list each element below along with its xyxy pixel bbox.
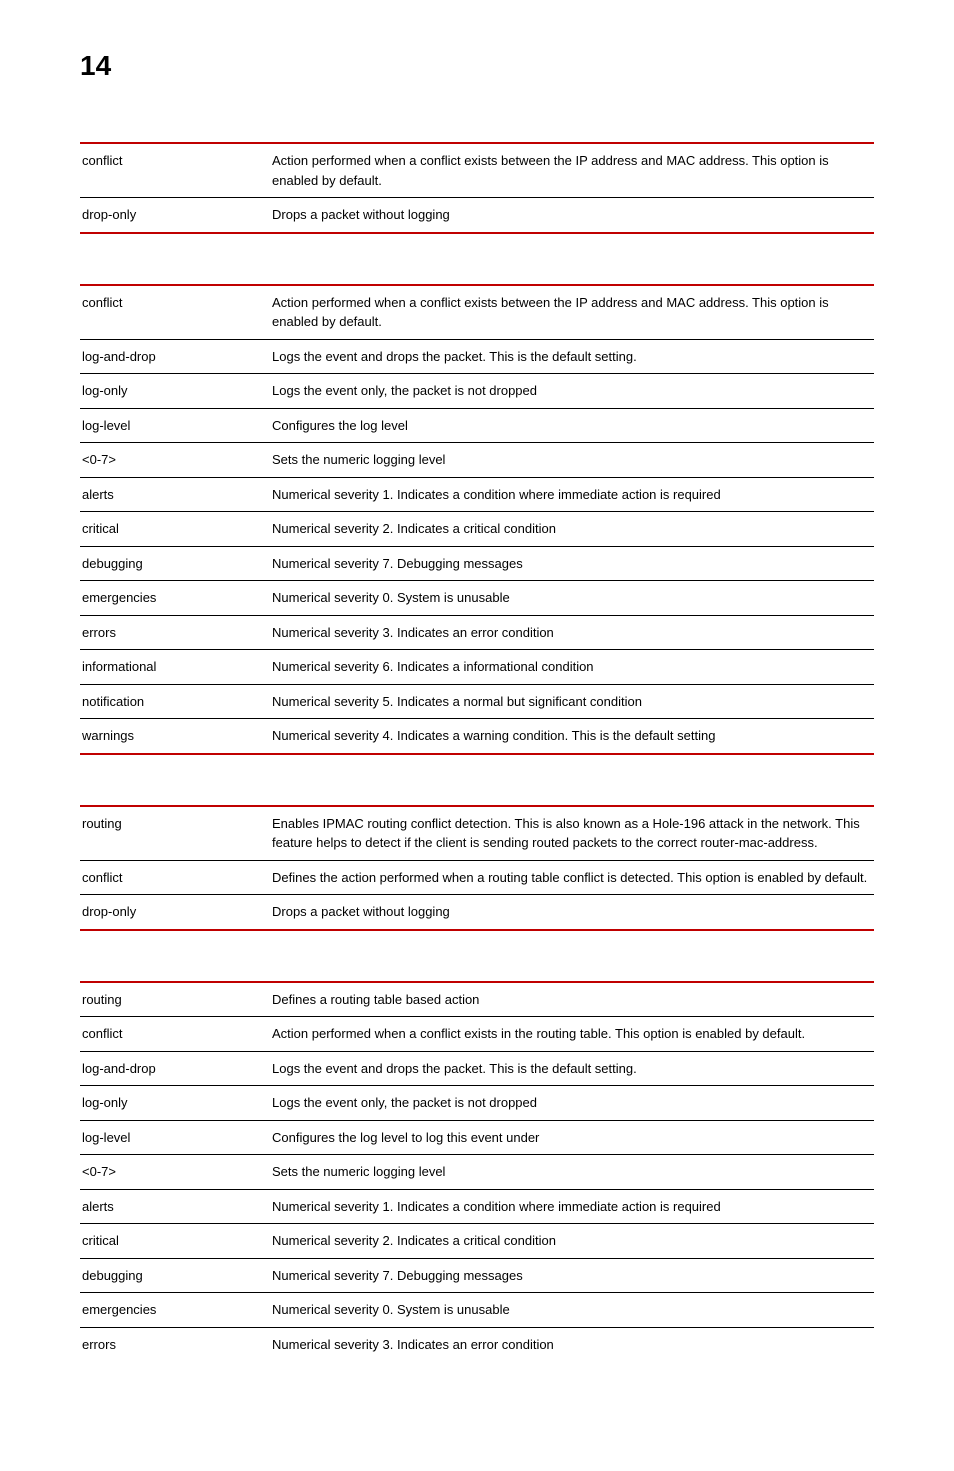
description-cell: Drops a packet without logging <box>270 198 874 233</box>
description-cell: Defines a routing table based action <box>270 982 874 1017</box>
table-row: log-onlyLogs the event only, the packet … <box>80 1086 874 1121</box>
table-row: log-levelConfigures the log level <box>80 408 874 443</box>
term-cell: warnings <box>80 719 270 754</box>
term-cell: <0-7> <box>80 443 270 478</box>
term-cell: alerts <box>80 477 270 512</box>
description-cell: Action performed when a conflict exists … <box>270 143 874 198</box>
description-cell: Numerical severity 2. Indicates a critic… <box>270 1224 874 1259</box>
term-cell: log-and-drop <box>80 339 270 374</box>
description-cell: Numerical severity 3. Indicates an error… <box>270 615 874 650</box>
table-row: errorsNumerical severity 3. Indicates an… <box>80 615 874 650</box>
description-cell: Numerical severity 1. Indicates a condit… <box>270 1189 874 1224</box>
table-row: routingEnables IPMAC routing conflict de… <box>80 806 874 861</box>
table-row: informationalNumerical severity 6. Indic… <box>80 650 874 685</box>
description-cell: Enables IPMAC routing conflict detection… <box>270 806 874 861</box>
description-cell: Numerical severity 2. Indicates a critic… <box>270 512 874 547</box>
description-cell: Numerical severity 4. Indicates a warnin… <box>270 719 874 754</box>
term-cell: alerts <box>80 1189 270 1224</box>
table-row: log-and-dropLogs the event and drops the… <box>80 339 874 374</box>
term-cell: critical <box>80 512 270 547</box>
term-cell: errors <box>80 615 270 650</box>
table-row: conflictAction performed when a conflict… <box>80 285 874 340</box>
term-cell: debugging <box>80 1258 270 1293</box>
term-cell: debugging <box>80 546 270 581</box>
table-row: routingDefines a routing table based act… <box>80 982 874 1017</box>
table-row: emergenciesNumerical severity 0. System … <box>80 1293 874 1328</box>
table-row: alertsNumerical severity 1. Indicates a … <box>80 477 874 512</box>
term-cell: routing <box>80 806 270 861</box>
definition-table: routingDefines a routing table based act… <box>80 981 874 1362</box>
description-cell: Numerical severity 6. Indicates a inform… <box>270 650 874 685</box>
page-number: 14 <box>80 50 874 82</box>
term-cell: emergencies <box>80 581 270 616</box>
definition-table: routingEnables IPMAC routing conflict de… <box>80 805 874 931</box>
table-row: <0-7>Sets the numeric logging level <box>80 443 874 478</box>
term-cell: log-only <box>80 374 270 409</box>
description-cell: Defines the action performed when a rout… <box>270 860 874 895</box>
term-cell: conflict <box>80 860 270 895</box>
table-row: log-onlyLogs the event only, the packet … <box>80 374 874 409</box>
table-row: notificationNumerical severity 5. Indica… <box>80 684 874 719</box>
description-cell: Logs the event and drops the packet. Thi… <box>270 339 874 374</box>
description-cell: Numerical severity 1. Indicates a condit… <box>270 477 874 512</box>
term-cell: conflict <box>80 1017 270 1052</box>
term-cell: <0-7> <box>80 1155 270 1190</box>
description-cell: Numerical severity 3. Indicates an error… <box>270 1327 874 1361</box>
definition-table: conflictAction performed when a conflict… <box>80 142 874 234</box>
table-row: criticalNumerical severity 2. Indicates … <box>80 512 874 547</box>
tables-container: conflictAction performed when a conflict… <box>80 142 874 1361</box>
description-cell: Logs the event only, the packet is not d… <box>270 1086 874 1121</box>
description-cell: Sets the numeric logging level <box>270 1155 874 1190</box>
table-row: criticalNumerical severity 2. Indicates … <box>80 1224 874 1259</box>
term-cell: informational <box>80 650 270 685</box>
description-cell: Action performed when a conflict exists … <box>270 285 874 340</box>
description-cell: Numerical severity 5. Indicates a normal… <box>270 684 874 719</box>
term-cell: conflict <box>80 143 270 198</box>
table-row: errorsNumerical severity 3. Indicates an… <box>80 1327 874 1361</box>
table-row: alertsNumerical severity 1. Indicates a … <box>80 1189 874 1224</box>
term-cell: errors <box>80 1327 270 1361</box>
description-cell: Configures the log level to log this eve… <box>270 1120 874 1155</box>
definition-table: conflictAction performed when a conflict… <box>80 284 874 755</box>
description-cell: Action performed when a conflict exists … <box>270 1017 874 1052</box>
description-cell: Configures the log level <box>270 408 874 443</box>
term-cell: critical <box>80 1224 270 1259</box>
term-cell: routing <box>80 982 270 1017</box>
table-row: emergenciesNumerical severity 0. System … <box>80 581 874 616</box>
term-cell: conflict <box>80 285 270 340</box>
table-row: warningsNumerical severity 4. Indicates … <box>80 719 874 754</box>
term-cell: log-level <box>80 408 270 443</box>
description-cell: Numerical severity 7. Debugging messages <box>270 546 874 581</box>
description-cell: Logs the event and drops the packet. Thi… <box>270 1051 874 1086</box>
table-row: conflictAction performed when a conflict… <box>80 143 874 198</box>
term-cell: drop-only <box>80 895 270 930</box>
table-row: drop-onlyDrops a packet without logging <box>80 895 874 930</box>
table-row: conflictAction performed when a conflict… <box>80 1017 874 1052</box>
page: 14 conflictAction performed when a confl… <box>0 0 954 1471</box>
table-row: <0-7>Sets the numeric logging level <box>80 1155 874 1190</box>
term-cell: log-level <box>80 1120 270 1155</box>
table-row: log-levelConfigures the log level to log… <box>80 1120 874 1155</box>
description-cell: Logs the event only, the packet is not d… <box>270 374 874 409</box>
table-row: debuggingNumerical severity 7. Debugging… <box>80 546 874 581</box>
description-cell: Numerical severity 0. System is unusable <box>270 581 874 616</box>
term-cell: log-and-drop <box>80 1051 270 1086</box>
description-cell: Numerical severity 7. Debugging messages <box>270 1258 874 1293</box>
term-cell: notification <box>80 684 270 719</box>
description-cell: Drops a packet without logging <box>270 895 874 930</box>
term-cell: drop-only <box>80 198 270 233</box>
term-cell: log-only <box>80 1086 270 1121</box>
table-row: debuggingNumerical severity 7. Debugging… <box>80 1258 874 1293</box>
term-cell: emergencies <box>80 1293 270 1328</box>
table-row: drop-onlyDrops a packet without logging <box>80 198 874 233</box>
description-cell: Numerical severity 0. System is unusable <box>270 1293 874 1328</box>
table-row: log-and-dropLogs the event and drops the… <box>80 1051 874 1086</box>
description-cell: Sets the numeric logging level <box>270 443 874 478</box>
table-row: conflictDefines the action performed whe… <box>80 860 874 895</box>
